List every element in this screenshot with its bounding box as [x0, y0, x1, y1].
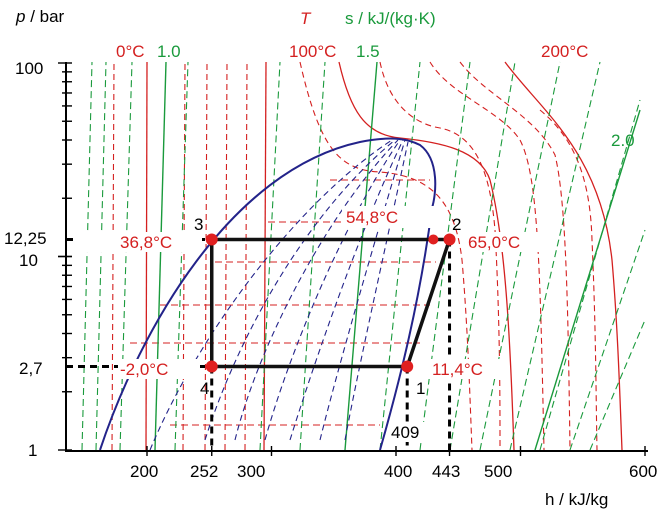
quality-line-2 — [234, 139, 399, 441]
isotherm-solid-3 — [504, 61, 623, 451]
y-tick-10: 10 — [19, 251, 38, 270]
quality-line-6 — [344, 141, 409, 441]
isentrope-2 — [119, 61, 133, 451]
temp-label-point-4: -2,0°C — [120, 360, 168, 379]
isentrope-5 — [259, 61, 281, 451]
isentrope-14 — [569, 229, 646, 451]
temp-label-saturation-high: 54,8°C — [346, 208, 398, 227]
x-tick-409-bg — [389, 422, 427, 442]
cycle-point-3 — [205, 233, 218, 246]
isotherm-solid-0 — [145, 61, 148, 451]
x-tick-252: 252 — [190, 462, 218, 481]
point-label-4: 4 — [200, 379, 209, 398]
isotherm-dashed-6 — [379, 61, 501, 451]
quality-line-3 — [264, 139, 401, 441]
y-axis-unit: / bar — [25, 7, 64, 26]
saturation-dome — [99, 137, 437, 451]
y-tick-1: 1 — [28, 441, 37, 460]
x-tick-300: 300 — [237, 462, 265, 481]
isotherm-dashed-7 — [429, 61, 545, 451]
isentrope-3 — [154, 61, 167, 451]
isotherm-label-100: 100°C — [289, 42, 336, 61]
temperature-legend: T — [300, 9, 312, 28]
isotherm-label-200: 200°C — [541, 42, 588, 61]
cycle-point-2 — [443, 233, 456, 246]
x-tick-409: 409 — [391, 423, 419, 442]
isotherm-label-0: 0°C — [116, 42, 145, 61]
isotherm-dashed-2 — [204, 61, 208, 451]
isentrope-4 — [174, 61, 189, 451]
isentrope-label-1-0: 1.0 — [157, 42, 181, 61]
isentrope-8 — [379, 61, 421, 451]
temp-label-1-bg — [428, 359, 504, 379]
y-tick-100: 100 — [15, 59, 43, 78]
isentrope-16 — [534, 109, 641, 451]
point-label-2: 2 — [452, 215, 461, 234]
temp-label-point-1: 11,4°C — [432, 360, 483, 379]
x-tick-443: 443 — [432, 462, 460, 481]
quality-line-1 — [204, 139, 396, 441]
isotherm-dashed-0 — [111, 61, 115, 451]
isotherm-dashed-3 — [224, 61, 228, 451]
labels: p / bar h / kJ/kg T s / kJ/(kg·K) 0°C 10… — [4, 7, 657, 509]
quality-line-5 — [319, 139, 406, 441]
x-axis-label: h / kJ/kg — [545, 490, 608, 509]
temp-label-point-3: 36,8°C — [120, 233, 172, 252]
isotherm-solid-1 — [263, 61, 267, 451]
cycle-point-4 — [205, 360, 218, 373]
x-tick-600: 600 — [629, 462, 657, 481]
y-tick-2-7: 2,7 — [19, 359, 43, 378]
x-tick-200: 200 — [130, 462, 158, 481]
temp-label-2-bg — [464, 232, 550, 252]
entropy-legend: s / kJ/(kg·K) — [345, 9, 436, 28]
temp-label-4-bg — [118, 359, 200, 379]
isentrope-13 — [539, 99, 641, 451]
isentrope-10 — [449, 61, 516, 451]
isotherm-dashed-1 — [182, 61, 186, 451]
isentrope-11 — [479, 61, 561, 451]
isentrope-12 — [509, 61, 601, 451]
cycle-path — [209, 237, 452, 369]
isentrope-6 — [299, 61, 326, 451]
isotherm-dashed-9 — [539, 109, 598, 451]
isentrope-1 — [95, 61, 107, 451]
isotherm-solid-2 — [338, 61, 515, 451]
temp-label-sat-bg — [342, 206, 442, 228]
isentrope-15 — [589, 319, 646, 451]
y-tick-12-25: 12,25 — [4, 229, 47, 248]
y-axis-label: p / bar — [15, 7, 65, 26]
isentrope-0 — [81, 61, 93, 451]
point-label-3: 3 — [194, 215, 203, 234]
x-tick-500: 500 — [484, 462, 512, 481]
quality-line-4 — [289, 139, 404, 441]
y-axis-symbol: p — [15, 7, 25, 26]
isolines — [81, 61, 646, 451]
isotherm-dashed-4 — [244, 61, 248, 451]
isentrope-label-2-0: 2.0 — [611, 131, 635, 150]
cycle-point-1 — [401, 360, 414, 373]
axes — [58, 62, 648, 456]
saturation-point-high — [428, 234, 439, 245]
temp-label-point-2: 65,0°C — [468, 233, 520, 252]
isentrope-label-1-5: 1.5 — [356, 42, 380, 61]
temp-label-3-bg — [78, 232, 202, 252]
x-tick-400: 400 — [384, 462, 412, 481]
isentrope-7 — [344, 61, 378, 451]
saturation-dome-curve — [99, 137, 437, 451]
point-label-1: 1 — [416, 379, 425, 398]
quality-line-0 — [149, 139, 393, 451]
